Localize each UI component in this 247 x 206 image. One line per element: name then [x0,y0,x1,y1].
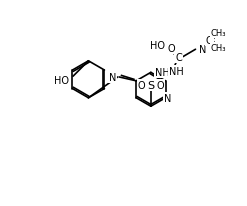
Text: CH₃: CH₃ [211,44,226,53]
Text: O: O [167,43,175,53]
Text: N: N [109,73,116,83]
Text: HO: HO [54,76,69,86]
Text: NH: NH [155,68,169,78]
Text: C: C [175,53,182,63]
Text: CH₃: CH₃ [211,29,226,38]
Text: HO: HO [150,40,165,50]
Text: O: O [138,80,145,90]
Text: O: O [156,80,164,90]
Text: N: N [164,93,171,103]
Text: NH: NH [169,67,184,76]
Text: N: N [199,45,206,55]
Text: S: S [147,80,154,90]
Text: C: C [206,36,213,46]
